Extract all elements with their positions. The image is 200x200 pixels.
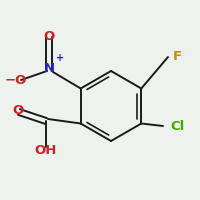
Text: Cl: Cl <box>170 120 184 134</box>
Text: O: O <box>12 104 24 117</box>
Text: O: O <box>43 29 55 43</box>
Text: −O: −O <box>5 74 27 88</box>
Text: N: N <box>43 62 55 75</box>
Text: F: F <box>173 50 182 64</box>
Text: OH: OH <box>35 144 57 157</box>
Text: +: + <box>56 53 64 63</box>
